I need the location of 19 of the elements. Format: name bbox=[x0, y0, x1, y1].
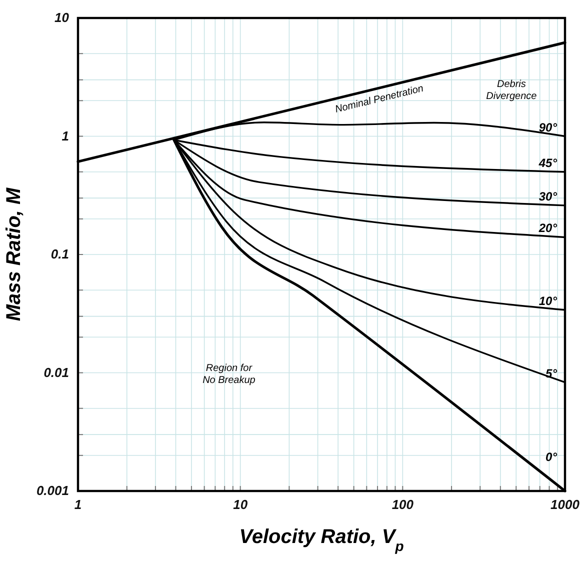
x-tick-label: 1 bbox=[74, 497, 82, 512]
annotation: Region for No Breakup bbox=[202, 362, 256, 386]
series-label: 90° bbox=[538, 120, 558, 134]
x-tick-label: 10 bbox=[233, 497, 248, 512]
y-tick-label: 0.01 bbox=[44, 364, 69, 380]
annotation: Debris Divergence bbox=[486, 78, 538, 102]
series-label: 30° bbox=[538, 189, 558, 204]
y-tick-label: 1 bbox=[62, 128, 69, 144]
series-label: 20° bbox=[538, 221, 558, 236]
y-tick-label: 0.001 bbox=[36, 483, 69, 498]
y-tick-label: 10 bbox=[54, 10, 70, 26]
x-tick-label: 1000 bbox=[550, 497, 580, 512]
y-axis-title: Mass Ratio, M bbox=[3, 186, 25, 322]
series-label: 0° bbox=[546, 450, 558, 464]
y-tick-label: 0.1 bbox=[50, 246, 69, 262]
series-label: 45° bbox=[538, 156, 558, 170]
x-tick-label: 100 bbox=[392, 497, 414, 512]
series-label: 10° bbox=[538, 294, 558, 308]
x-axis-title: Velocity Ratio, V$_{p}$ bbox=[239, 526, 404, 554]
